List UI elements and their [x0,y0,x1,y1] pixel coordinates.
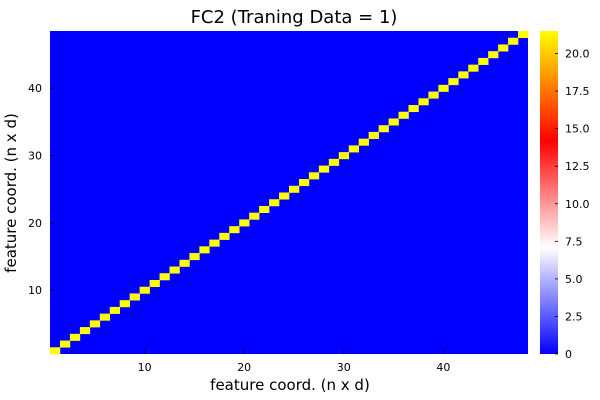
heatmap-diagonal-cell [338,152,350,160]
heatmap-diagonal-cell [249,212,260,220]
y-axis-ticks: 10 20 30 40 [28,82,54,297]
y-tick-label: 30 [28,149,42,162]
heatmap-diagonal-cell [99,313,111,321]
x-tick-label: 10 [138,361,152,374]
heatmap-diagonal-cell [149,279,160,288]
x-tick-label: 20 [237,361,251,374]
colorbar-tick-label: 2.5 [565,310,583,323]
heatmap-diagonal-cell [428,91,439,99]
heatmap-diagonal-cell [518,31,529,39]
heatmap-diagonal-cell [229,226,240,234]
heatmap-diagonal-cell [50,347,61,355]
heatmap-diagonal-cell [239,219,250,227]
heatmap-diagonal-cell [398,111,409,119]
y-tick-label: 10 [28,284,42,297]
heatmap-diagonal-cell [378,125,389,133]
heatmap-diagonal-cell [269,199,280,207]
heatmap-diagonal-cell [468,64,479,72]
heatmap-diagonal-cell [279,192,290,200]
colorbar-tick-label: 12.5 [565,160,590,173]
y-axis-label: feature coord. (n x d) [2,113,20,273]
colorbar-tick-label: 10.0 [565,198,590,211]
heatmap-diagonal-cell [438,84,449,92]
heatmap-diagonal-cell [179,259,190,267]
heatmap-diagonal-cell [199,246,210,254]
heatmap-diagonal-cell [79,327,91,335]
heatmap-diagonal-cell [458,71,469,79]
x-axis-ticks: 10 20 30 40 [138,350,450,374]
heatmap-diagonal-cell [259,205,270,213]
colorbar-tick-label: 17.5 [565,85,590,98]
heatmap-diagonal-cell [69,333,81,341]
heatmap-diagonal-cell [129,293,140,301]
heatmap-diagonal-cell [109,306,121,314]
x-axis-label: feature coord. (n x d) [210,376,370,394]
heatmap-diagonal-cell [289,185,300,193]
heatmap-diagonal-cell [59,340,71,348]
x-tick-label: 40 [436,361,450,374]
heatmap-diagonal-cell [508,37,519,45]
colorbar-tick-label: 7.5 [565,235,583,248]
heatmap-diagonal-cell [89,320,101,328]
heatmap-diagonal-cell [348,145,360,153]
colorbar-gradient [540,31,558,354]
colorbar-tick-label: 15.0 [565,123,590,136]
heatmap-plot-area [50,31,529,355]
heatmap-diagonal-cell [328,158,340,166]
heatmap-diagonal-cell [169,266,180,274]
chart-title: FC2 (Traning Data = 1) [191,7,398,28]
heatmap-diagonal-cell [448,78,459,86]
colorbar: 0 2.5 5.0 7.5 10.0 12.5 15.0 17.5 20.0 [540,31,590,361]
heatmap-diagonal-cell [189,253,200,261]
y-tick-label: 40 [28,82,42,95]
heatmap-diagonal-cell [298,179,310,187]
heatmap-diagonal-cell [418,98,429,106]
colorbar-tick-label: 20.0 [565,48,590,61]
heatmap-diagonal-cell [119,300,130,308]
heatmap-diagonal-cell [488,51,499,59]
heatmap-diagonal-cell [139,286,150,294]
heatmap-diagonal-cell [388,118,399,126]
heatmap-diagonal-cell [318,165,330,173]
colorbar-tick-label: 0 [565,348,572,361]
heatmap-diagonal-cell [219,232,230,240]
y-tick-label: 20 [28,217,42,230]
heatmap-diagonal-cell [358,138,369,146]
heatmap-diagonal-cell [478,57,489,65]
heatmap-diagonal-cell [308,172,320,180]
heatmap-diagonal-cell [159,273,170,281]
colorbar-tick-label: 5.0 [565,273,583,286]
heatmap-diagonal-cell [498,44,509,52]
heatmap-diagonal-cell [368,131,379,139]
heatmap-diagonal-cell [209,239,220,247]
x-tick-label: 30 [337,361,351,374]
heatmap-diagonal-cell [408,105,419,113]
